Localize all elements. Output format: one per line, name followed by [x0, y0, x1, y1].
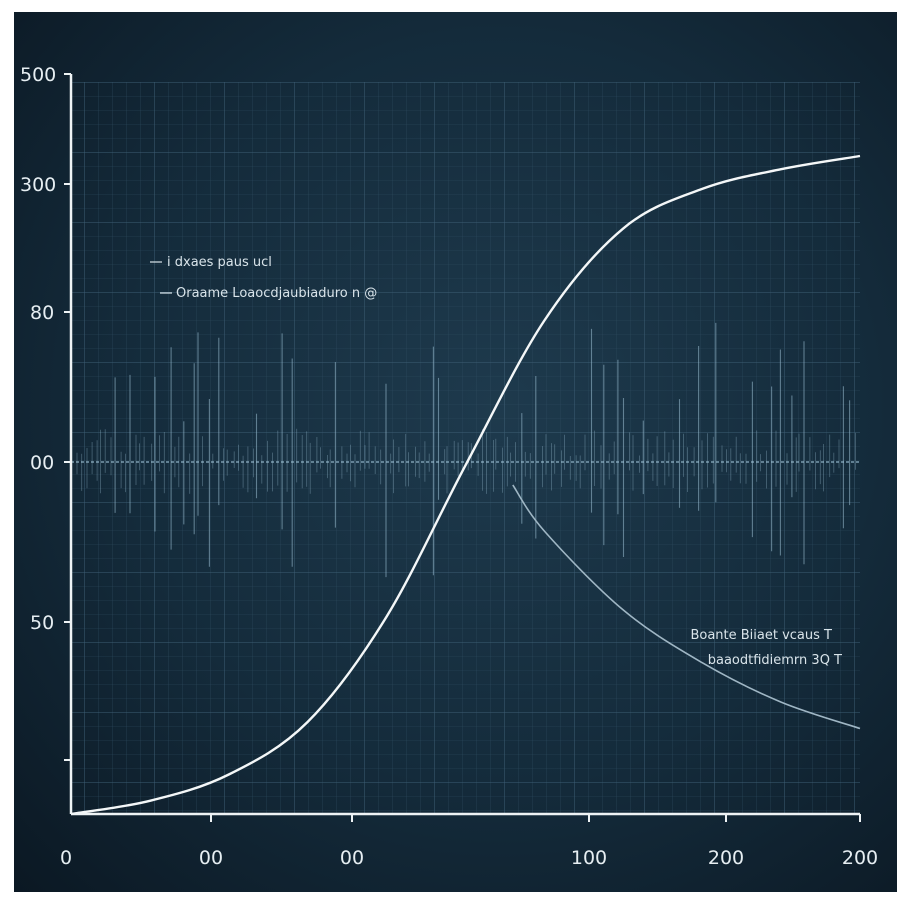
y-tick-labels: 500 300 80 00 50 — [20, 64, 56, 634]
grid — [71, 82, 860, 814]
x-tick-label: 200 — [842, 847, 878, 869]
y-tick-label: 500 — [20, 64, 56, 86]
noise-spikes-series — [71, 322, 860, 578]
y-tick-label: 00 — [30, 452, 54, 474]
sigmoid-curve — [70, 154, 861, 816]
x-tick-label: 00 — [340, 847, 364, 869]
axes — [64, 73, 861, 822]
decay-curve — [512, 484, 861, 730]
y-tick-label: 80 — [30, 302, 54, 324]
x-tick-label: 00 — [199, 847, 223, 869]
y-tick-label: 300 — [20, 174, 56, 196]
legend-entry: Oraame Loaocdjaubiaduro n @ — [176, 286, 377, 301]
annotations: Boante Biiaet vcaus T baaodtfidiemrn 3Q … — [690, 628, 842, 668]
x-tick-labels: 0 00 00 100 200 200 — [60, 847, 878, 869]
chart-frame: 500 300 80 00 50 0 00 00 100 200 200 i d… — [14, 12, 897, 892]
y-tick-label: 50 — [30, 612, 54, 634]
legend: i dxaes paus ucl Oraame Loaocdjaubiaduro… — [150, 255, 377, 301]
legend-entry: i dxaes paus ucl — [167, 255, 272, 270]
x-tick-label: 0 — [60, 847, 72, 869]
x-tick-label: 200 — [708, 847, 744, 869]
annotation-text: Boante Biiaet vcaus T — [690, 628, 832, 643]
annotation-text: baaodtfidiemrn 3Q T — [708, 653, 842, 668]
line-chart: 500 300 80 00 50 0 00 00 100 200 200 i d… — [20, 64, 878, 869]
x-tick-label: 100 — [571, 847, 607, 869]
